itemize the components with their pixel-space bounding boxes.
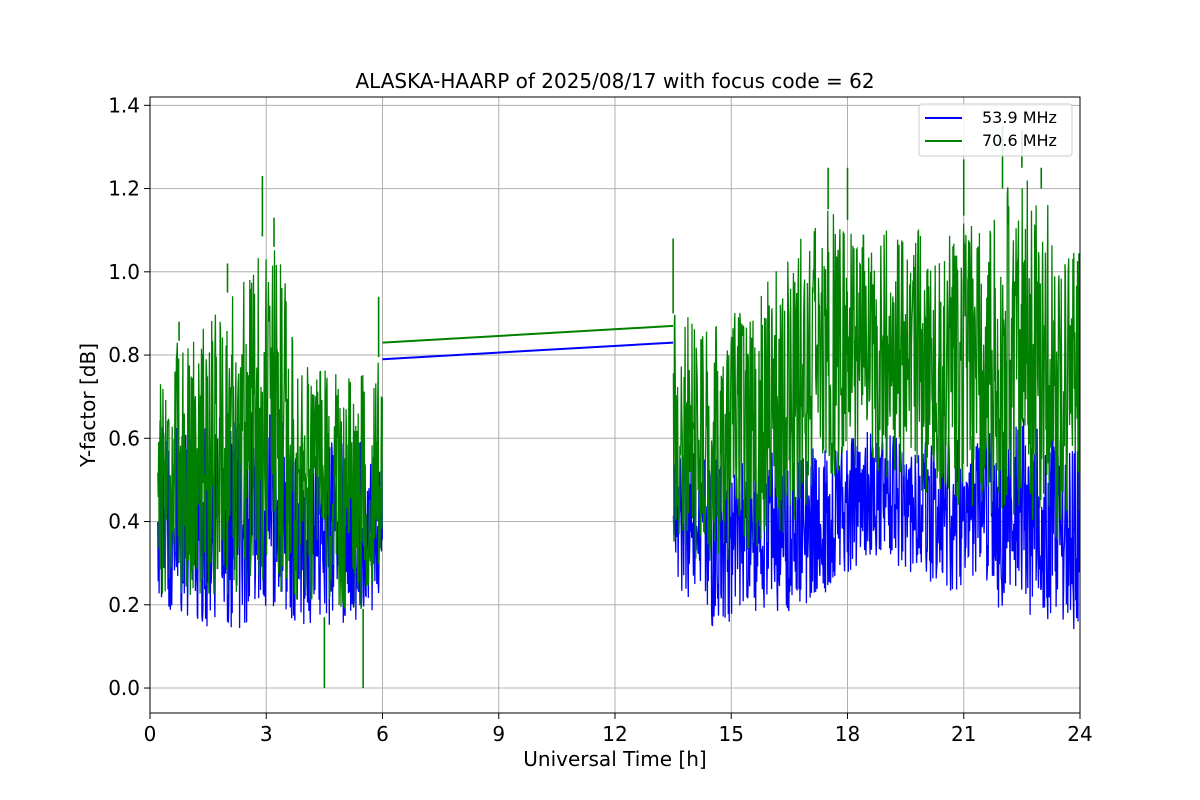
legend-label-53-9: 53.9 MHz xyxy=(982,108,1057,127)
y-tick-label: 0.0 xyxy=(108,676,140,700)
x-tick-label: 3 xyxy=(260,722,273,746)
x-tick-label: 12 xyxy=(602,722,627,746)
y-tick-label: 1.0 xyxy=(108,260,140,284)
y-tick-label: 1.2 xyxy=(108,177,140,201)
x-tick-label: 0 xyxy=(144,722,157,746)
x-tick-label: 15 xyxy=(719,722,744,746)
y-tick-label: 1.4 xyxy=(108,93,140,117)
series-gap-line-70-6 xyxy=(382,324,674,344)
x-tick-label: 9 xyxy=(492,722,505,746)
legend: 53.9 MHz 70.6 MHz xyxy=(918,103,1073,157)
chart-title: ALASKA-HAARP of 2025/08/17 with focus co… xyxy=(355,69,874,93)
data-series xyxy=(157,126,1081,689)
x-tick-label: 24 xyxy=(1067,722,1092,746)
axis-ticks: 0 3 6 9 12 15 18 21 24 0.0 0.2 0.4 0.6 0.8 1.0 1.2 1.4 xyxy=(108,93,1093,746)
x-tick-label: 21 xyxy=(951,722,976,746)
legend-label-70-6: 70.6 MHz xyxy=(982,131,1057,150)
y-axis-label: Y-factor [dB] xyxy=(76,343,100,468)
series-line-70-6-block-1 xyxy=(672,180,1081,561)
y-tick-label: 0.6 xyxy=(108,426,140,450)
series-line-70-6-block-0 xyxy=(157,250,383,610)
y-tick-label: 0.8 xyxy=(108,343,140,367)
y-tick-label: 0.4 xyxy=(108,510,140,534)
x-tick-label: 6 xyxy=(376,722,389,746)
x-axis-label: Universal Time [h] xyxy=(523,747,706,771)
series-gap-line-53-9 xyxy=(382,341,674,361)
y-tick-label: 0.2 xyxy=(108,593,140,617)
x-tick-label: 18 xyxy=(835,722,860,746)
